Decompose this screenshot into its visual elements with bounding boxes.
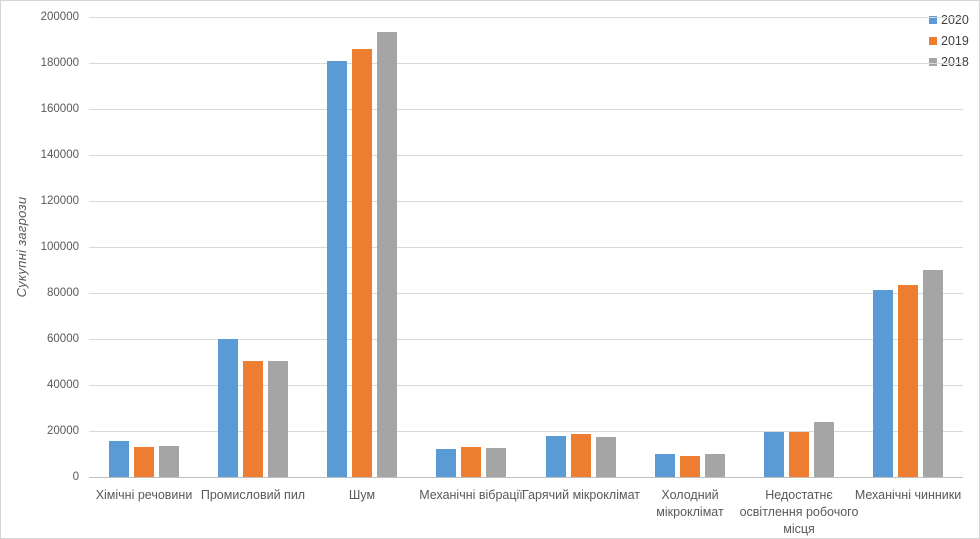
bar-2020 [655,454,675,477]
bar-2020 [218,339,238,477]
y-axis-tick-label: 0 [72,471,79,483]
y-axis-tick-label: 120000 [40,195,79,207]
bar-2019 [134,447,154,477]
y-axis-tick-label: 80000 [47,287,79,299]
bar-2019 [898,285,918,477]
bar-2018 [268,361,288,477]
bar-2018 [159,446,179,477]
gridline [89,155,963,156]
bar-2019 [680,456,700,477]
y-axis-tick-label: 20000 [47,425,79,437]
y-axis-tick-label: 40000 [47,379,79,391]
bar-2018 [377,32,397,477]
legend-item-2019: 2019 [929,30,969,51]
x-axis-category-label: Гарячий мікроклімат [522,488,640,502]
y-axis-tick-label: 200000 [40,11,79,23]
bar-2019 [243,361,263,477]
y-axis-tick-label: 180000 [40,57,79,69]
bar-2019 [789,432,809,477]
bar-2019 [352,49,372,477]
bar-2018 [923,270,943,477]
bar-2020 [436,449,456,477]
legend-swatch-2018 [929,57,937,66]
bar-2019 [461,447,481,477]
legend-item-2018: 2018 [929,51,969,72]
legend-label: 2019 [941,33,969,48]
x-axis-category-label: Холодний мікроклімат [656,488,724,519]
legend-swatch-2019 [929,36,937,45]
bar-2018 [596,437,616,477]
gridline [89,293,963,294]
x-axis-category-label: Промисловий пил [200,488,306,502]
legend-label: 2020 [941,12,969,27]
legend-item-2020: 2020 [929,9,969,30]
bar-2018 [705,454,725,477]
gridline [89,63,963,64]
bar-2020 [873,290,893,477]
x-axis-category-label: Шум [348,488,376,502]
legend-swatch-2020 [929,15,937,24]
bar-2018 [486,448,506,477]
gridline [89,17,963,18]
bar-2020 [546,436,566,477]
x-axis-category-label: Недостатнє освітлення робочого місця [739,488,859,536]
y-axis-tick-label: 100000 [40,241,79,253]
bar-2020 [327,61,347,477]
gridline [89,339,963,340]
bar-2019 [571,434,591,477]
y-axis-tick-label: 160000 [40,103,79,115]
y-axis-tick-label: 140000 [40,149,79,161]
gridline [89,247,963,248]
gridline [89,109,963,110]
x-axis-category-label: Хімічні речовини [95,488,193,502]
gridline [89,201,963,202]
x-axis-category-label: Механічні чинники [854,488,962,502]
x-axis-line [89,477,963,478]
x-axis-category-label: Механічні вібрації [419,488,523,502]
y-axis-tick-label: 60000 [47,333,79,345]
gridline [89,431,963,432]
bar-2018 [814,422,834,477]
chart-legend: 2020 2019 2018 [929,9,969,72]
legend-label: 2018 [941,54,969,69]
bar-2020 [109,441,129,477]
gridline [89,385,963,386]
bar-2020 [764,432,784,477]
